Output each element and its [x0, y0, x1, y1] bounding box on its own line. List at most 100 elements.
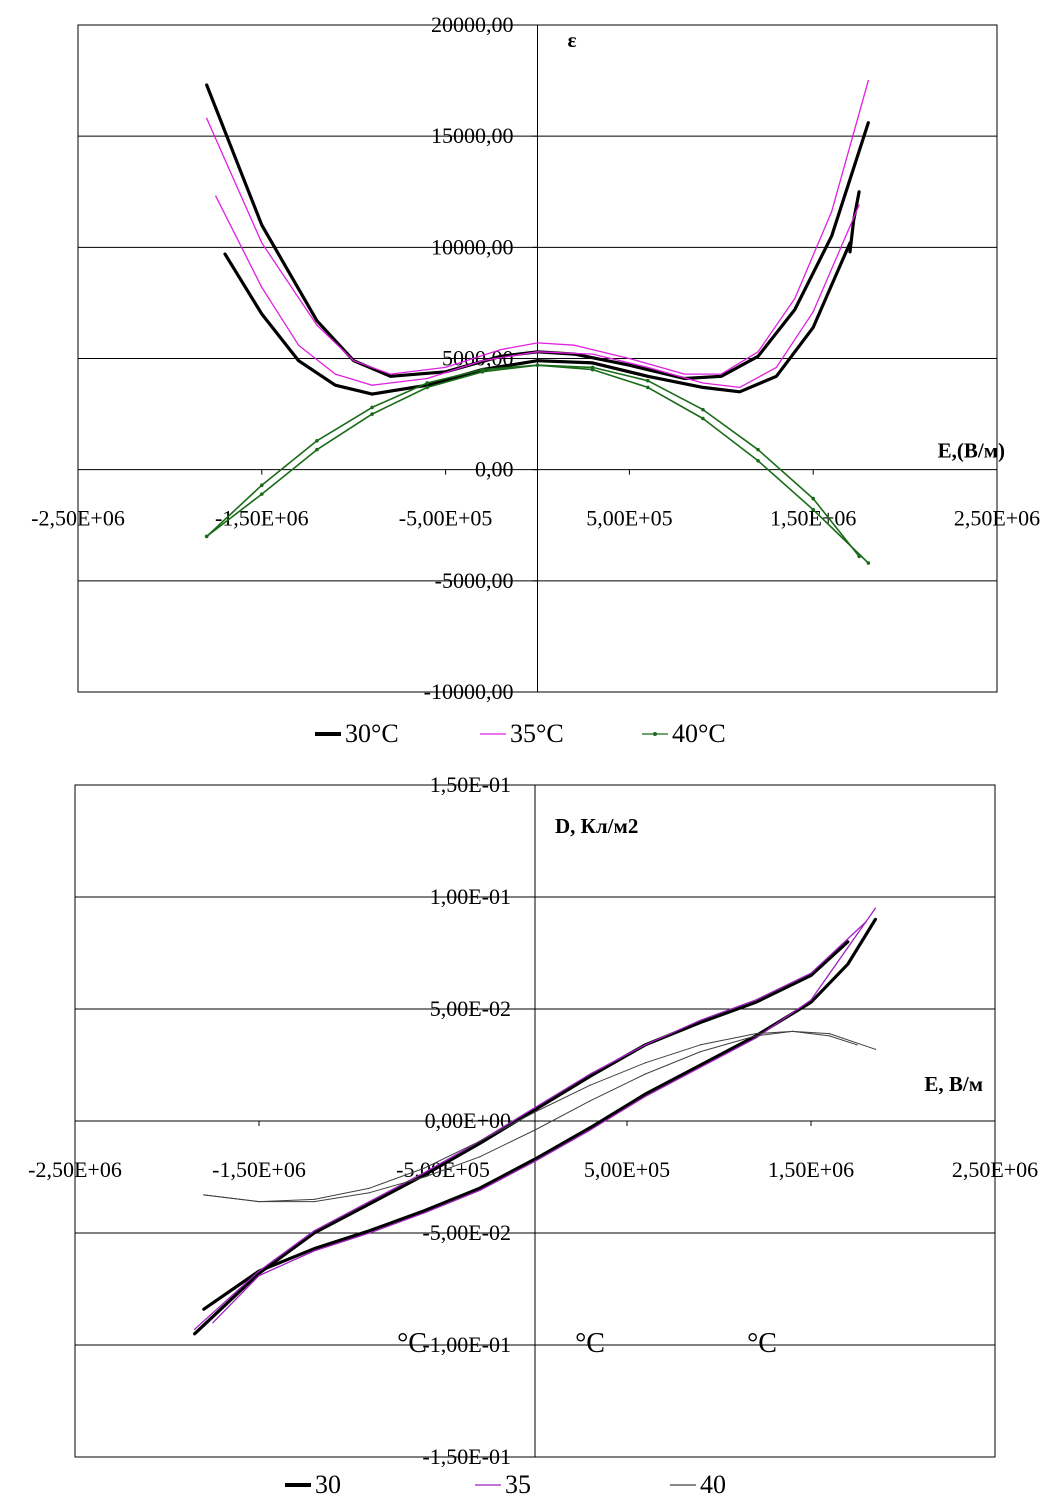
data-point [316, 320, 318, 322]
data-point [867, 122, 869, 124]
data-point [206, 117, 208, 119]
data-point [828, 1033, 831, 1035]
data-point [389, 375, 392, 377]
data-point [647, 375, 649, 377]
y-tick-label: 15000,00 [431, 123, 514, 148]
data-point [573, 344, 575, 346]
legend-label: 40°C [672, 719, 726, 748]
data-point [794, 308, 796, 311]
data-point [858, 191, 860, 193]
data-point [194, 1333, 196, 1335]
data-point [589, 1075, 591, 1077]
data-point [756, 447, 760, 452]
data-point [261, 242, 263, 244]
data-point [775, 375, 778, 377]
data-point [353, 360, 355, 362]
data-point [701, 407, 705, 412]
data-point [590, 365, 595, 370]
y-tick-label: 10000,00 [431, 234, 514, 259]
data-point [534, 1129, 536, 1131]
data-point [812, 326, 814, 328]
displacement-vs-field-chart: -2,50E+06 -1,50E+06 -5,00E+05 5,00E+05 1,50E… [28, 772, 1038, 1499]
data-point [479, 1140, 481, 1142]
data-point [424, 1210, 426, 1212]
data-point [368, 1187, 370, 1189]
data-point [334, 384, 336, 386]
data-point [874, 907, 877, 909]
data-point [589, 1127, 591, 1129]
data-point [368, 1230, 370, 1232]
data-point [589, 1084, 591, 1086]
data-point [720, 373, 722, 375]
legend-label: 35°C [510, 719, 564, 748]
data-point [534, 1109, 536, 1111]
data-point [755, 999, 757, 1001]
data-point [215, 195, 217, 197]
data-point [480, 370, 485, 374]
data-point [297, 360, 300, 362]
data-point [534, 1106, 536, 1109]
data-point [739, 386, 741, 389]
series-line [212, 907, 877, 1324]
x-tick-label: 5,00E+05 [584, 1157, 670, 1182]
data-point [534, 1158, 536, 1160]
data-point [755, 1001, 757, 1003]
degree-label: °C [575, 1328, 605, 1359]
data-point [874, 918, 877, 921]
x-tick-label: -1,50E+06 [215, 506, 309, 531]
y-tick-label: -1,50E-01 [422, 1444, 511, 1469]
data-point [700, 1050, 702, 1053]
data-point [313, 1250, 315, 1252]
data-point [857, 554, 861, 559]
data-point [755, 1035, 757, 1037]
data-point [644, 1093, 647, 1095]
epsilon-vs-field-chart: -2,50E+06 -1,50E+06 -5,00E+05 5,00E+05 1,50E… [31, 12, 1040, 748]
data-point [700, 1064, 702, 1066]
data-point [424, 1174, 426, 1176]
data-point [847, 941, 849, 943]
data-point [702, 386, 704, 389]
data-point [389, 373, 392, 375]
data-point [536, 360, 539, 362]
data-point [700, 1021, 702, 1024]
data-point [426, 384, 428, 386]
data-point [700, 1066, 702, 1068]
data-point [368, 1232, 370, 1234]
data-point [792, 1030, 794, 1032]
data-point [828, 1035, 831, 1037]
series-40 [203, 1030, 877, 1203]
series-40°C [204, 363, 871, 565]
data-point [313, 1201, 315, 1203]
x-tick-label: 1,50E+06 [768, 1157, 854, 1182]
data-point [536, 351, 539, 353]
data-point [756, 458, 760, 463]
data-point [315, 438, 319, 443]
data-point [204, 534, 209, 539]
data-point [371, 393, 373, 395]
legend-label: 30 [315, 1470, 341, 1499]
data-point [592, 362, 594, 364]
legend-marker [653, 732, 657, 736]
data-point [224, 253, 226, 255]
series-30 [193, 917, 878, 1336]
x-tick-label: -5,00E+05 [399, 506, 493, 531]
y-tick-label: 0,00 [475, 457, 514, 482]
data-point [313, 1230, 315, 1232]
data-point [536, 342, 539, 344]
data-point [371, 384, 373, 386]
data-point [755, 1033, 757, 1035]
data-point [645, 378, 650, 383]
data-point [830, 211, 833, 213]
data-point [589, 1129, 591, 1131]
series-line [193, 940, 850, 1336]
y-axis-label: D, Кл/м2 [555, 814, 638, 838]
data-point [500, 349, 502, 351]
data-point [534, 1160, 536, 1162]
data-point [644, 1062, 647, 1064]
y-tick-label: -1,00E-01 [422, 1332, 511, 1357]
data-point [426, 377, 428, 380]
y-tick-label: -5,00E-02 [422, 1220, 511, 1245]
data-point [644, 1044, 647, 1046]
y-tick-label: 1,00E-01 [430, 884, 511, 909]
data-point [853, 220, 855, 222]
